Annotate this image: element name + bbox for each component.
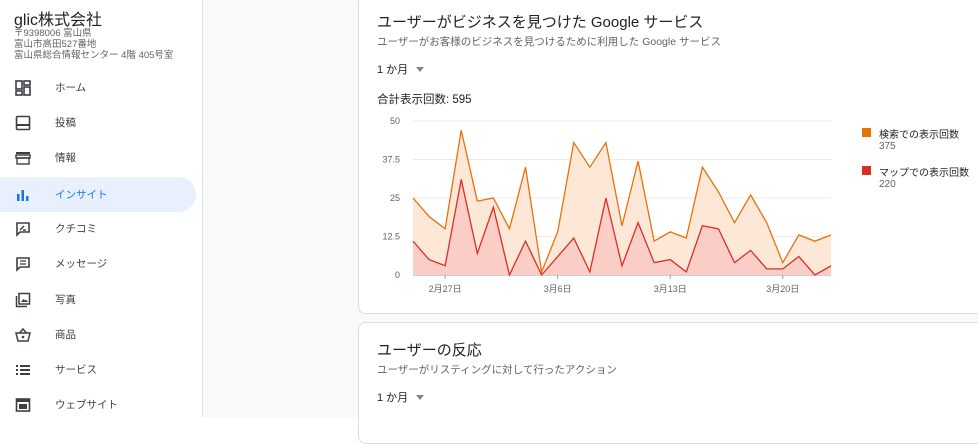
sidebar-item-label: メッセージ — [55, 258, 108, 270]
sidebar-item-label: 商品 — [55, 329, 76, 341]
sidebar-item-label: ホーム — [55, 82, 87, 94]
sidebar-item-label: サービス — [55, 364, 97, 376]
address-line-3: 富山県総合情報センター 4階 405号室 — [14, 50, 174, 61]
series-line-1 — [412, 130, 832, 275]
sidebar-item-reviews[interactable]: クチコミ — [0, 211, 196, 246]
x-tick-label: 3月20日 — [766, 284, 799, 294]
y-tick-label: 37.5 — [382, 155, 400, 165]
x-tick-label: 3月13日 — [654, 284, 687, 294]
sidebar: glic株式会社 〒9398006 富山県 富山市高田527番地 富山県総合情報… — [0, 0, 203, 417]
main-content: ユーザーがビジネスを見つけた Google サービス ユーザーがお客様のビジネス… — [203, 0, 978, 444]
series-area-2 — [413, 179, 831, 275]
sidebar-item-photos[interactable]: 写真 — [0, 282, 196, 317]
y-tick-label: 25 — [390, 193, 400, 203]
sidebar-item-label: ウェブサイト — [55, 399, 118, 411]
sidebar-item-posts[interactable]: 投稿 — [0, 105, 196, 140]
user-actions-card: ユーザーの反応 ユーザーがリスティングに対して行ったアクション 1 か月 — [358, 322, 978, 444]
sidebar-item-label: 写真 — [55, 294, 76, 306]
x-tick-label: 2月27日 — [429, 284, 462, 294]
business-name: glic株式会社 — [14, 12, 103, 29]
y-tick-label: 50 — [390, 116, 400, 126]
sidebar-item-label: 投稿 — [55, 117, 76, 129]
sidebar-item-messages[interactable]: メッセージ — [0, 246, 196, 281]
sidebar-item-insights[interactable]: インサイト — [0, 177, 196, 212]
series-area-1 — [413, 130, 831, 275]
card-title: ユーザーの反応 — [377, 342, 482, 359]
y-tick-label: 12.5 — [382, 232, 400, 242]
period-value: 1 か月 — [377, 64, 409, 76]
views-area-chart: 0 12.5 25 37.5 50 2月27日 3月6日 3月13日 3月20日 — [382, 116, 832, 294]
address-line-2: 富山市高田527番地 — [14, 39, 97, 50]
card-subtitle: ユーザーがお客様のビジネスを見つけるために利用した Google サービス — [377, 36, 721, 48]
chevron-down-icon — [416, 394, 425, 400]
legend-value: 375 — [879, 141, 896, 152]
list-icon — [14, 361, 32, 379]
sidebar-item-website[interactable]: ウェブサイト — [0, 387, 196, 422]
legend-swatch — [862, 128, 871, 137]
search-services-card: ユーザーがビジネスを見つけた Google サービス ユーザーがお客様のビジネス… — [358, 0, 978, 314]
legend-swatch — [862, 166, 871, 175]
legend-label: 検索での表示回数 — [879, 130, 959, 141]
card-subtitle: ユーザーがリスティングに対して行ったアクション — [377, 364, 617, 376]
address-line-1: 〒9398006 富山県 — [14, 28, 92, 39]
period-value: 1 か月 — [377, 392, 409, 404]
sidebar-item-label: インサイト — [55, 189, 108, 201]
sidebar-item-label: 情報 — [55, 152, 76, 164]
sidebar-item-services[interactable]: サービス — [0, 352, 196, 387]
message-icon — [14, 255, 32, 273]
bar-chart-icon — [14, 186, 32, 204]
chevron-down-icon — [416, 66, 425, 72]
x-tick-label: 3月6日 — [544, 284, 572, 294]
legend-value: 220 — [879, 179, 896, 190]
basket-icon — [14, 326, 32, 344]
sidebar-item-label: クチコミ — [55, 223, 97, 235]
sidebar-item-home[interactable]: ホーム — [0, 70, 196, 105]
review-icon — [14, 220, 32, 238]
dashboard-icon — [14, 79, 32, 97]
y-tick-label: 0 — [395, 270, 400, 280]
card-title: ユーザーがビジネスを見つけた Google サービス — [377, 14, 704, 31]
period-dropdown[interactable]: 1 か月 — [377, 389, 425, 405]
legend-label: マップでの表示回数 — [879, 168, 969, 179]
photo-library-icon — [14, 291, 32, 309]
period-dropdown[interactable]: 1 か月 — [377, 61, 425, 77]
series-line-2 — [412, 179, 832, 277]
posts-icon — [14, 114, 32, 132]
sidebar-item-info[interactable]: 情報 — [0, 140, 196, 175]
website-icon — [14, 396, 32, 414]
storefront-icon — [14, 149, 32, 167]
sidebar-item-products[interactable]: 商品 — [0, 317, 196, 352]
total-views: 合計表示回数: 595 — [377, 94, 472, 106]
